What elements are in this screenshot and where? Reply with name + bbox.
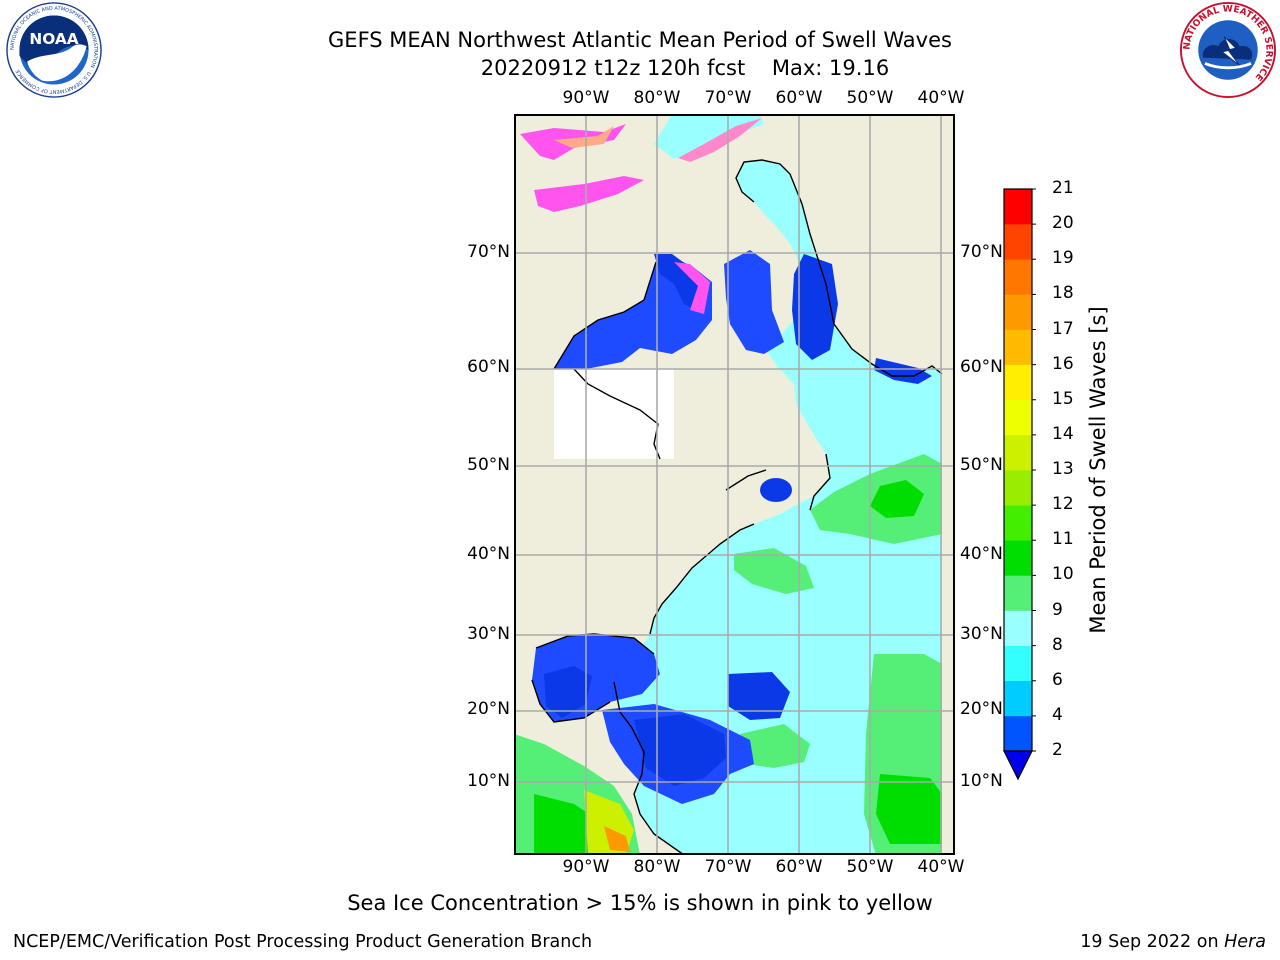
colorbar-segment [1004,610,1032,646]
sea-ice-hudson [674,262,710,314]
swell-band-5 [876,774,942,844]
colorbar-segment [1004,540,1032,576]
hudson-strait-ocean [724,250,784,354]
lon-label-top-50w: 50°W [846,88,894,108]
colorbar-segment [1004,294,1032,330]
colorbar-under-arrow [1003,750,1033,781]
lon-label-bottom-80w: 80°W [633,857,681,877]
run-info: 20220912 t12z 120h fcst [480,56,746,80]
lon-label-bottom-40w: 40°W [917,857,965,877]
colorbar-label: Mean Period of Swell Waves [s] [1086,306,1110,634]
colorbar-tick-label: 21 [1052,178,1074,198]
noaa-text: NOAA [29,30,78,48]
colorbar-tick-label: 14 [1052,423,1074,444]
colorbar-tick-label: 19 [1052,248,1074,269]
lon-label-bottom-90w: 90°W [562,857,610,877]
noaa-logo: NOAA NATIONAL OCEANIC AND ATMOSPHERIC AD… [6,2,102,98]
lon-label-top-80w: 80°W [633,88,681,108]
lat-label-right-20n: 20°N [960,699,1003,719]
puerto-rico-dark [728,672,790,720]
lat-label-right-50n: 50°N [960,455,1003,475]
footer-host: Hera [1224,932,1266,952]
colorbar-tick-label: 12 [1052,494,1074,515]
swell-band-3 [734,548,814,594]
greenland-south-band [874,358,932,384]
footer-date: 19 Sep 2022 on Hera [1080,932,1266,952]
colorbar-segment [1004,470,1032,506]
colorbar-tick-label: 6 [1052,669,1063,690]
lon-label-bottom-60w: 60°W [775,857,823,877]
lon-label-top-90w: 90°W [562,88,610,108]
ocean-region [614,160,942,855]
lat-label-left-70n: 70°N [467,242,510,262]
colorbar-segment [1004,189,1032,225]
colorbar-segment [1004,259,1032,295]
colorbar-segment [1004,224,1032,260]
sea-ice-nares [678,118,762,162]
colorbar-segment [1004,399,1032,436]
colorbar-segment [1004,434,1032,471]
colorbar-segment [1004,364,1032,401]
graticule [514,114,955,855]
colorbar-segment [1004,329,1032,365]
colorbar-segment [1004,645,1032,682]
colorbar-tick-label: 4 [1052,704,1063,725]
colorbar-tick-label: 16 [1052,353,1074,374]
lat-label-left-60n: 60°N [467,357,510,377]
lat-label-left-10n: 10°N [467,771,510,791]
sea-ice-east [554,126,614,148]
lat-label-left-40n: 40°N [467,544,510,564]
lat-label-right-70n: 70°N [960,242,1003,262]
lon-label-top-40w: 40°W [917,88,965,108]
lat-label-right-60n: 60°N [960,357,1003,377]
labrador-sea-band [792,254,838,360]
colorbar-segment [1004,680,1032,717]
colorbar-segment [1004,715,1032,752]
lat-label-right-40n: 40°N [960,544,1003,564]
colorbar-tick-label: 17 [1052,318,1074,339]
hudson-bay [554,258,712,369]
hudson-bay-no-data [554,369,674,459]
chart-title: GEFS MEAN Northwest Atlantic Mean Period… [0,26,1280,82]
colorbar-tick-label: 8 [1052,634,1063,655]
colorbar [1003,188,1036,781]
colorbar-tick-label: 18 [1052,283,1074,304]
coastlines [531,159,943,855]
swell-band-2 [870,480,924,518]
gulf-st-lawrence [760,478,792,502]
atlantic-north-ocean [654,114,764,159]
sea-ice-note: Sea Ice Concentration > 15% is shown in … [347,891,933,915]
lat-label-right-10n: 10°N [960,771,1003,791]
lat-label-left-30n: 30°N [467,624,510,644]
footer-date-text: 19 Sep 2022 on [1080,932,1219,952]
colorbar-segment [1004,575,1032,611]
gulf-core [544,666,592,718]
colorbar-tick-label: 10 [1052,564,1074,585]
map-frame [514,114,955,855]
colorbar-tick-label: 15 [1052,388,1074,409]
lat-label-left-50n: 50°N [467,455,510,475]
max-info: Max: 19.16 [771,56,890,80]
title-line2: 20220912 t12z 120h fcst Max: 19.16 [0,54,1280,82]
colorbar-tick-label: 9 [1052,599,1063,620]
colorbar-segment [1004,505,1032,541]
footer-branch: NCEP/EMC/Verification Post Processing Pr… [13,932,593,952]
south-america-orange [604,826,630,852]
lon-label-bottom-50w: 50°W [846,857,894,877]
title-line1: GEFS MEAN Northwest Atlantic Mean Period… [328,28,952,52]
colorbar-tick-label: 11 [1052,529,1074,550]
swell-band-6 [740,724,810,768]
nws-logo: NATIONAL WEATHER SERVICE [1180,2,1276,98]
map-panel [514,114,955,855]
colorbar-tick-label: 13 [1052,459,1074,479]
lat-label-right-30n: 30°N [960,624,1003,644]
lon-label-top-60w: 60°W [775,88,823,108]
lat-label-left-20n: 20°N [467,699,510,719]
lon-label-bottom-70w: 70°W [704,857,752,877]
sea-ice-baffin [534,176,644,212]
colorbar-tick-label: 2 [1052,740,1063,760]
lon-label-top-70w: 70°W [704,88,752,108]
colorbar-tick-label: 20 [1052,213,1074,234]
